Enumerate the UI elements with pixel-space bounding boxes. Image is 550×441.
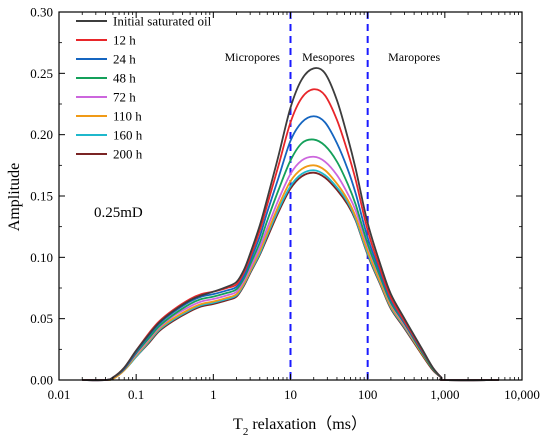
y-axis-title: Amplitude <box>6 163 23 231</box>
series-lines <box>82 67 499 382</box>
y-tick-label: 0.20 <box>30 127 53 142</box>
region-label: Micropores <box>225 50 281 64</box>
legend: Initial saturated oil 12 h 24 h 48 h 72 h 110… <box>76 14 212 162</box>
legend-label: Initial saturated oil <box>113 14 212 29</box>
legend-label: 160 h <box>113 128 143 143</box>
legend-label: 24 h <box>113 52 136 67</box>
x-tick-label: 0.01 <box>48 387 71 402</box>
region-label: Mesopores <box>302 50 355 64</box>
y-tick-label: 0.25 <box>30 66 53 81</box>
series-line <box>82 67 499 382</box>
y-tick-label: 0.30 <box>30 5 53 20</box>
x-tick-label: 10 <box>284 387 297 402</box>
legend-label: 72 h <box>113 90 136 105</box>
legend-label: 110 h <box>113 109 142 124</box>
x-axis-ticks: 0.01 0.1 1 10 100 1,000 10,000 <box>48 12 540 402</box>
x-tick-label: 10,000 <box>504 387 540 402</box>
y-tick-label: 0.15 <box>30 189 53 204</box>
x-tick-label: 100 <box>358 387 378 402</box>
region-label: Maropores <box>388 50 440 64</box>
x-tick-label: 0.1 <box>128 387 144 402</box>
y-axis-ticks: 0.00 0.05 0.10 0.15 0.20 0.25 0.30 <box>30 5 522 388</box>
legend-label: 200 h <box>113 147 143 162</box>
legend-label: 48 h <box>113 71 136 86</box>
y-tick-label: 0.10 <box>30 250 53 265</box>
permeability-label: 0.25mD <box>94 205 143 221</box>
x-tick-label: 1,000 <box>430 387 459 402</box>
legend-label: 12 h <box>113 33 136 48</box>
region-labels: Micropores Mesopores Maropores <box>225 50 441 64</box>
y-tick-label: 0.00 <box>30 373 53 388</box>
x-axis-title: T2 relaxation（ms） <box>233 415 367 438</box>
x-tick-label: 1 <box>210 387 217 402</box>
y-tick-label: 0.05 <box>30 311 53 326</box>
series-line <box>82 138 499 382</box>
pore-boundaries <box>289 12 369 380</box>
